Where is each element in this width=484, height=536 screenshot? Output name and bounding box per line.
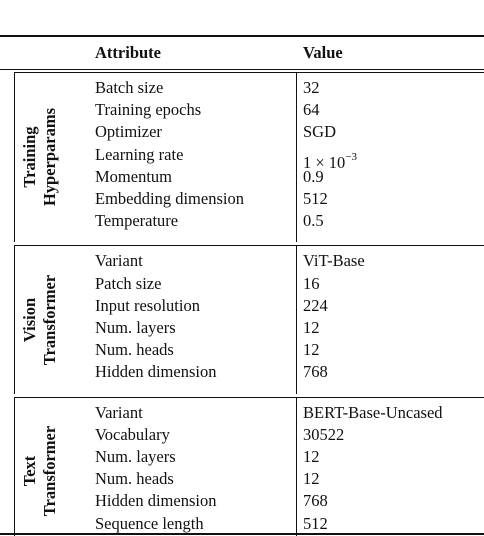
attribute-cell: Hidden dimension [95,362,217,382]
group-label: Vision [20,297,39,342]
value-cell: 12 [303,469,320,489]
value-cell: ViT-Base [303,251,365,271]
column-line [296,245,297,394]
bottom-rule [0,533,484,535]
attribute-cell: Momentum [95,166,172,186]
value-cell: 30522 [303,424,345,444]
value-cell: 224 [303,295,328,315]
attribute-cell: Variant [95,251,143,271]
value-cell: 32 [303,78,320,97]
header-attribute: Attribute [95,43,161,62]
attribute-cell: Num. layers [95,318,176,337]
group-label: Text [20,455,39,486]
value-cell: 12 [303,318,320,337]
attribute-cell: Vocabulary [95,424,170,444]
column-line [296,396,297,536]
value-cell: 1 × 10−3 [303,147,357,173]
attribute-cell: Input resolution [95,295,200,315]
attribute-cell: Training epochs [95,100,202,120]
group-rule [14,396,484,398]
attribute-cell: Optimizer [95,122,162,142]
top-rule [0,35,484,37]
group-rule [14,72,484,73]
group-left-line [14,245,15,394]
value-cell: 64 [303,100,320,120]
group-left-line [14,72,15,243]
value-exponent: −3 [345,150,358,163]
group-left-line [14,396,15,536]
value-cell: 12 [303,340,320,360]
value-cell: 0.5 [303,211,324,231]
attribute-cell: Num. layers [95,447,176,466]
group-label: Transformer [40,425,59,516]
attribute-cell: Batch size [95,78,164,97]
attribute-cell: Patch size [95,273,162,293]
attribute-cell: Learning rate [95,144,184,164]
value-cell: 512 [303,513,328,533]
column-line [296,72,297,243]
attribute-cell: Embedding dimension [95,189,244,208]
group-rule [14,245,484,247]
value-cell: 768 [303,491,328,511]
attribute-cell: Num. heads [95,469,174,489]
value-cell: 12 [303,447,320,466]
attribute-cell: Num. heads [95,340,174,360]
value-cell: SGD [303,122,337,142]
value-cell: BERT-Base-Uncased [303,402,443,422]
group-label: Hyperparams [40,108,59,207]
value-cell: 512 [303,189,328,208]
group-label: Training [20,126,39,188]
attribute-cell: Temperature [95,211,179,231]
group-label: Transformer [40,274,59,365]
attribute-cell: Hidden dimension [95,491,217,511]
value-cell: 768 [303,362,328,382]
value-cell: 0.9 [303,166,324,186]
value-cell: 16 [303,273,320,293]
value-base: 1 × 10 [303,152,346,172]
attribute-cell: Variant [95,402,143,422]
header-rule [0,69,484,70]
attribute-cell: Sequence length [95,513,204,533]
header-value: Value [303,43,343,62]
